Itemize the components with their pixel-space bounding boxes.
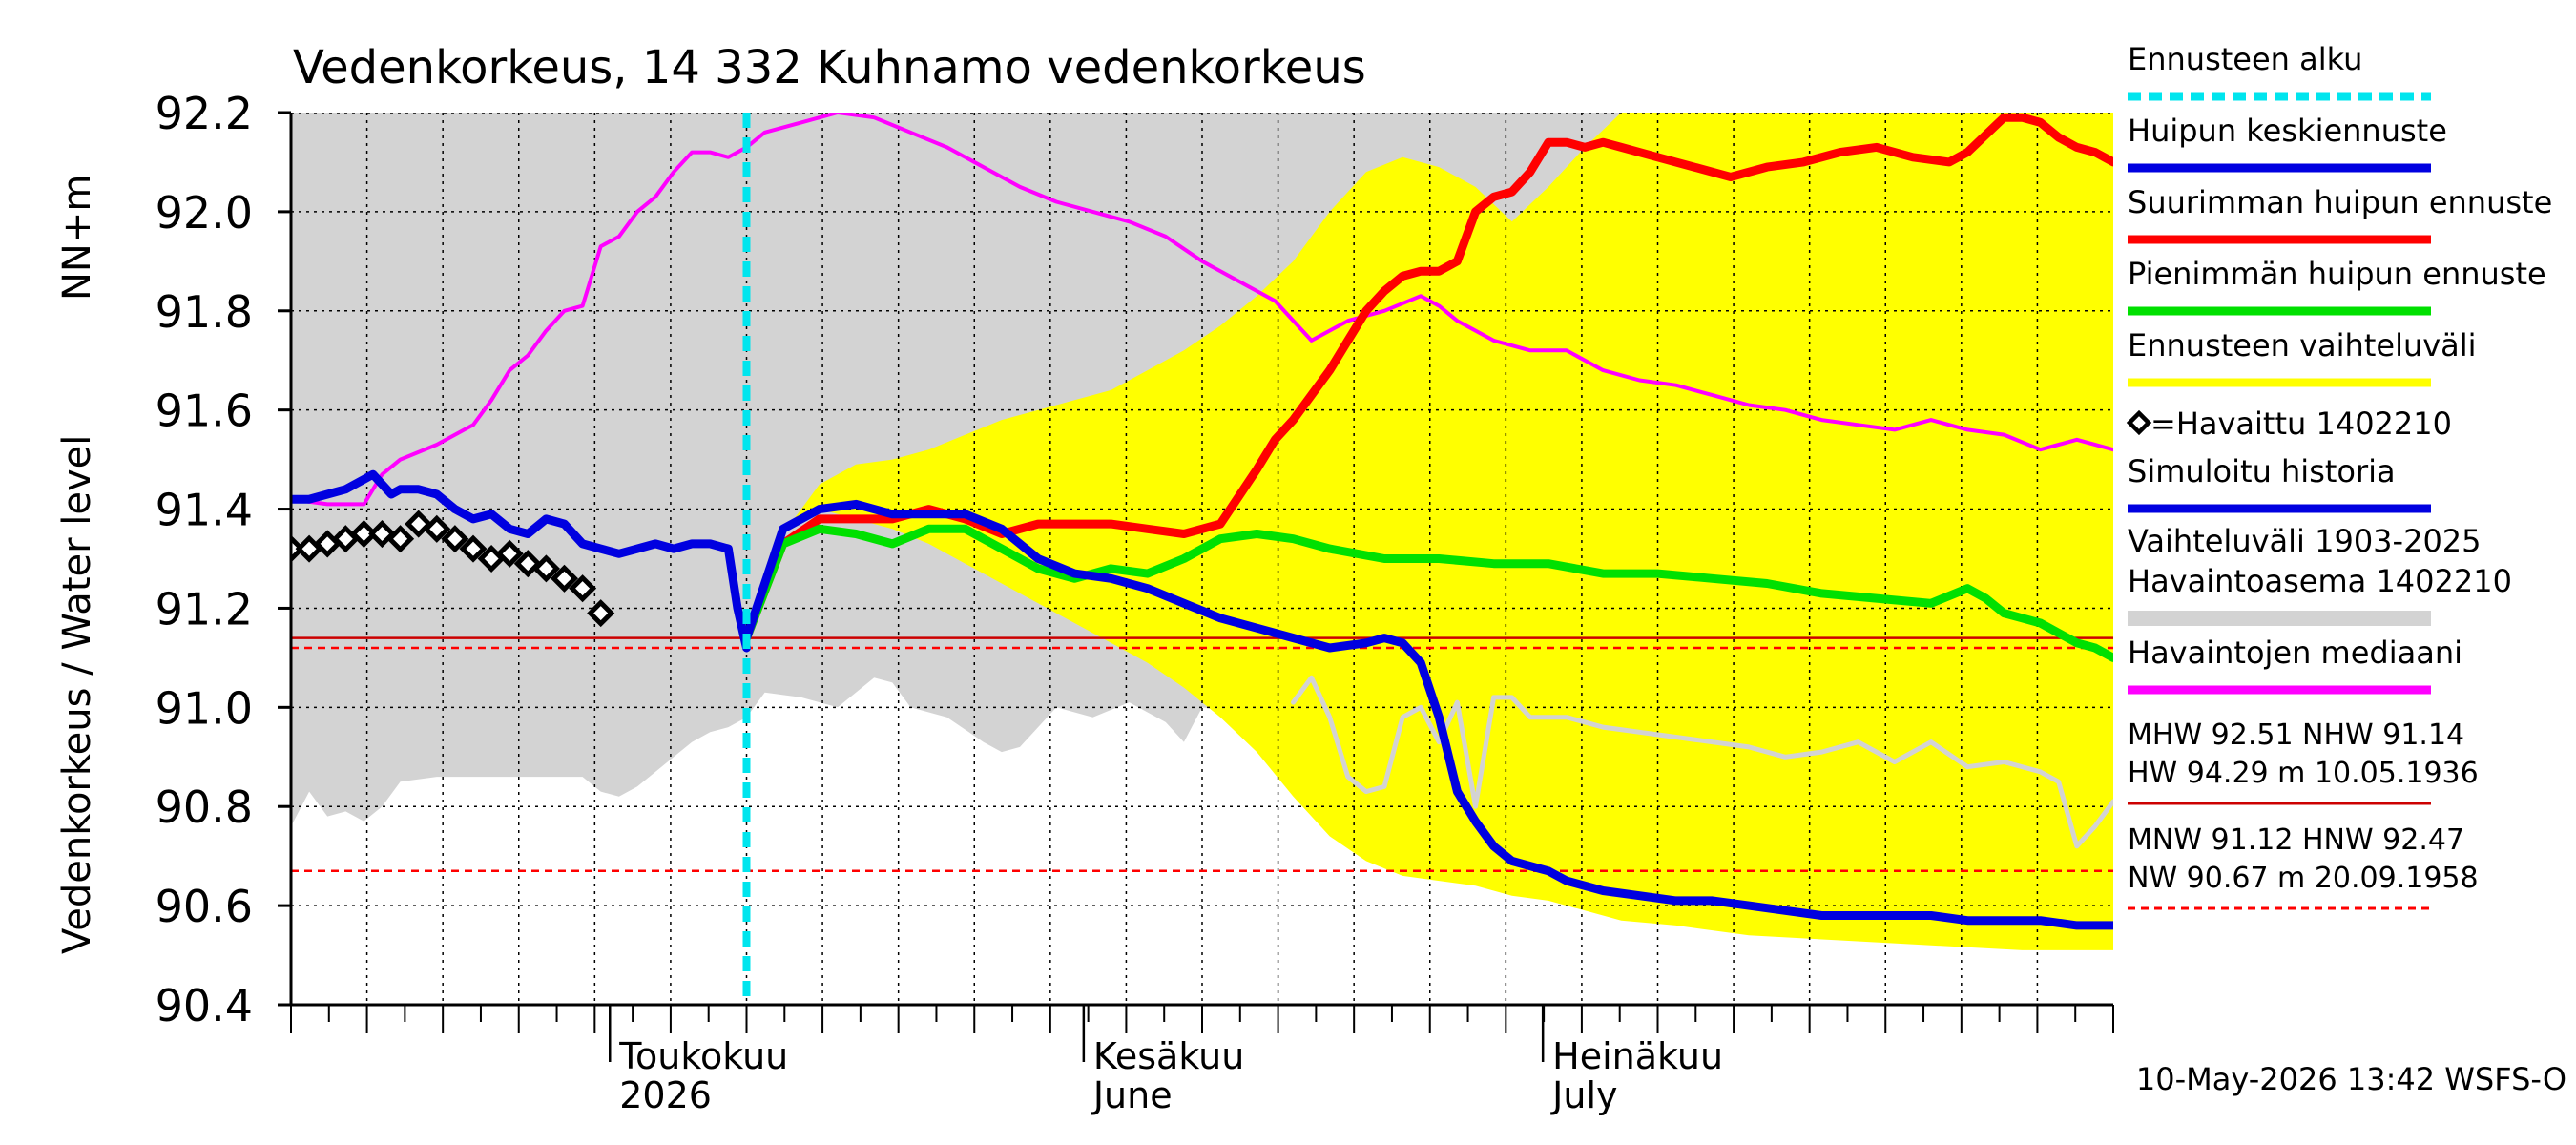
forecast-range-band <box>746 113 2113 950</box>
legend-label: Havaintojen mediaani <box>2128 635 2462 671</box>
y-tick-label: 91.4 <box>156 485 253 536</box>
y-tick-label: 91.6 <box>156 385 253 437</box>
legend-label: Huipun keskiennuste <box>2128 113 2447 149</box>
median-series-line <box>291 113 2113 507</box>
y-tick-label: 91.8 <box>156 286 253 338</box>
legend: Ennusteen alku Huipun keskiennuste Suurimm… <box>2126 41 2552 910</box>
plot-area <box>291 113 2113 1005</box>
legend-marker-observed <box>2126 409 2152 436</box>
month-sublabel: July <box>1550 1074 1617 1116</box>
y-tick-label: 92.2 <box>156 88 253 139</box>
observed-point <box>550 564 579 593</box>
month-label: Toukokuu <box>618 1035 788 1077</box>
y-axis-unit: NN+m <box>55 175 99 301</box>
y-tick-label: 90.4 <box>156 980 253 1031</box>
legend-label: Pienimmän huipun ennuste <box>2128 256 2546 292</box>
legend-stat-line: MHW 92.51 NHW 91.14 <box>2128 718 2464 752</box>
y-tick-label: 91.0 <box>156 682 253 734</box>
observed-point <box>495 539 524 568</box>
legend-label: =Havaittu 1402210 <box>2150 406 2452 442</box>
y-tick-label: 90.6 <box>156 881 253 932</box>
simulated-history-line <box>291 469 751 653</box>
legend-label: Havaintoasema 1402210 <box>2128 563 2512 599</box>
axes: 90.4 90.6 90.8 91.0 91.2 91.4 91.6 91.8 92.0 92.2… <box>156 88 2114 1116</box>
legend-stat-line: NW 90.67 m 20.09.1958 <box>2128 862 2479 895</box>
legend-stat-line: HW 94.29 m 10.05.1936 <box>2128 757 2479 790</box>
station-series-line <box>1291 675 2113 849</box>
observed-point <box>349 519 378 549</box>
legend-label: Suurimman huipun ennuste <box>2128 184 2552 220</box>
footer-timestamp: 10-May-2026 13:42 WSFS-O <box>2136 1061 2566 1097</box>
observed-point <box>386 525 415 553</box>
chart-title: Vedenkorkeus, 14 332 Kuhnamo vedenkorkeu… <box>293 41 1366 94</box>
observed-point <box>423 514 451 543</box>
y-tick-label: 91.2 <box>156 583 253 635</box>
observed-point <box>459 534 488 563</box>
month-sublabel: June <box>1091 1074 1173 1116</box>
observed-point <box>441 525 469 553</box>
legend-label: Vaihteluväli 1903-2025 <box>2128 523 2482 559</box>
legend-stat-line: MNW 91.12 HNW 92.47 <box>2128 823 2464 857</box>
mean-forecast-line <box>742 499 2113 930</box>
legend-label: Simuloitu historia <box>2128 453 2396 489</box>
min-forecast-line <box>742 524 2113 662</box>
observed-point <box>587 599 615 628</box>
y-tick-label: 90.8 <box>156 781 253 833</box>
y-tick-label: 92.0 <box>156 187 253 239</box>
observed-point <box>569 574 597 603</box>
observed-point <box>531 554 560 583</box>
month-label: Kesäkuu <box>1093 1035 1245 1077</box>
month-sublabel: 2026 <box>619 1074 712 1116</box>
max-forecast-line <box>742 113 2113 643</box>
y-axis-label: Vedenkorkeus / Water level <box>55 435 99 954</box>
legend-label: Ennusteen alku <box>2128 41 2362 77</box>
month-label: Heinäkuu <box>1552 1035 1723 1077</box>
legend-label: Ennusteen vaihteluväli <box>2128 327 2477 364</box>
